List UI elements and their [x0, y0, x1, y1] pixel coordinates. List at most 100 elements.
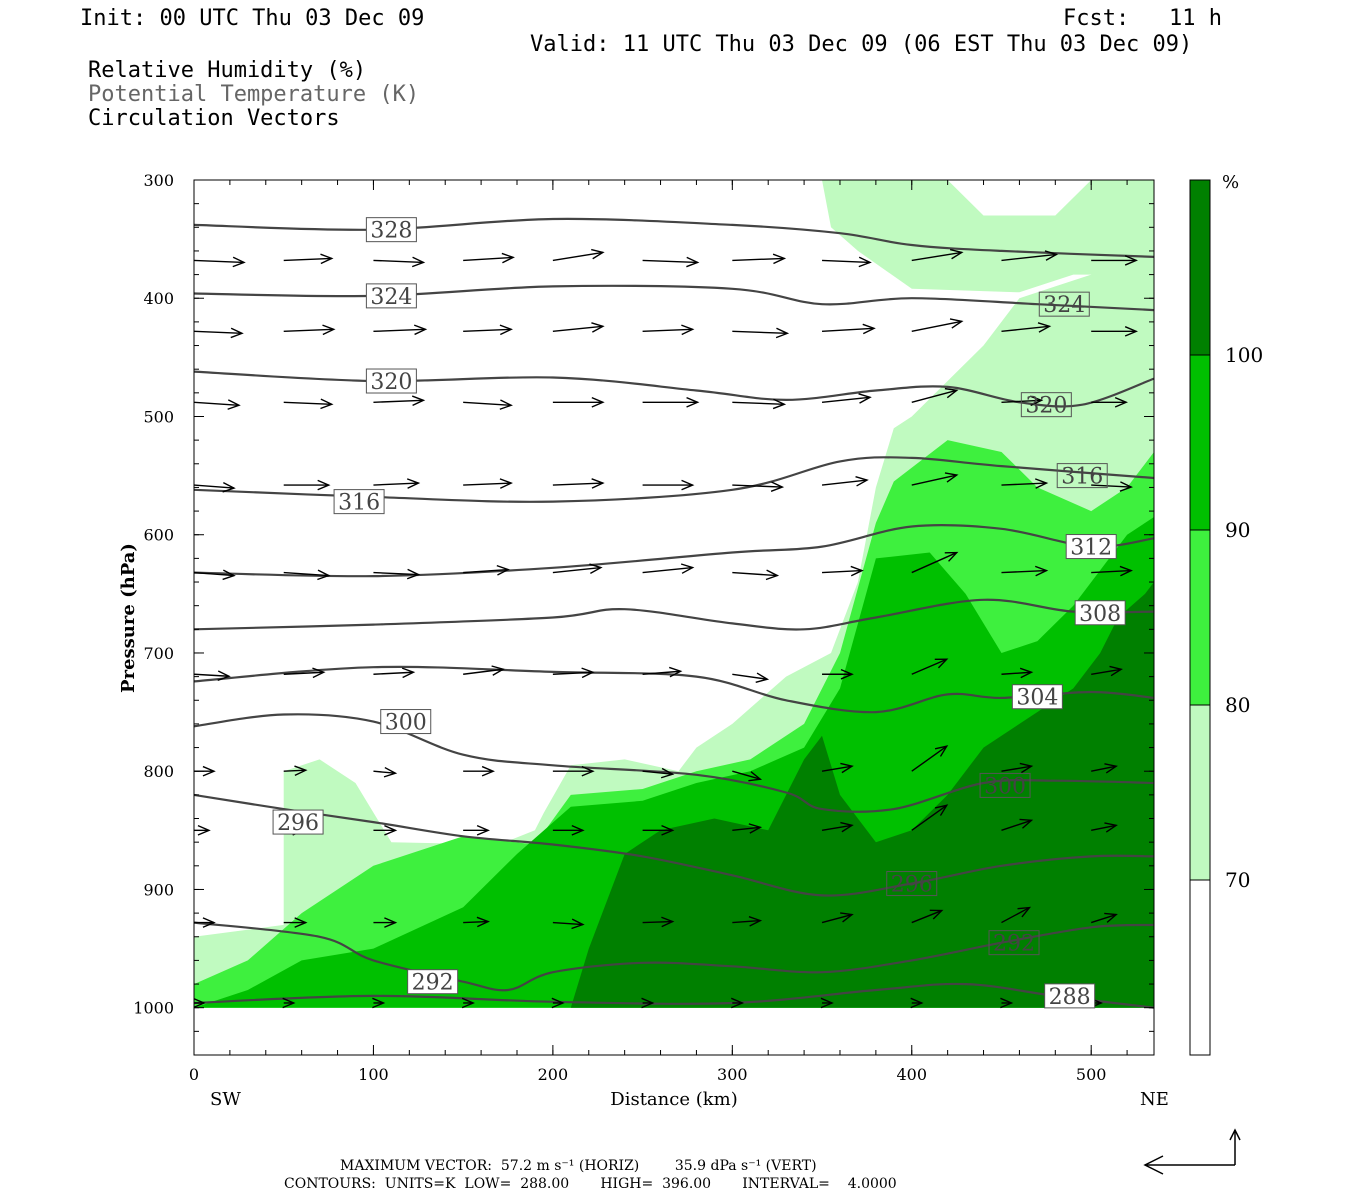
wind-vectors [194, 248, 1138, 1009]
theta-label-324: 324 [365, 283, 417, 310]
y-tick-label: 400 [143, 289, 174, 308]
wind-vector [910, 997, 924, 1009]
theta-contour-296 [194, 793, 1154, 897]
forecast-label: Fcst: [1063, 6, 1130, 31]
wind-vector [463, 478, 513, 489]
wind-vector [911, 472, 959, 486]
theta-label-312: 312 [1065, 534, 1117, 561]
theta-label-304: 304 [1011, 684, 1063, 711]
wind-vector [911, 909, 944, 924]
wind-vector [373, 766, 398, 778]
reference-vector [1143, 1128, 1241, 1175]
wind-vector [194, 917, 216, 928]
theta-label-300-b: 300 [979, 772, 1031, 799]
axes: 300 400 500 600 700 800 900 1000 0 100 200 300 400 50… [133, 171, 1154, 1084]
wind-vector [732, 916, 763, 927]
wind-vector [732, 327, 790, 339]
wind-vector [552, 322, 605, 333]
wind-vector [283, 917, 308, 928]
svg-text:288: 288 [1049, 985, 1091, 1010]
wind-vector [1000, 997, 1014, 1009]
wind-vector [194, 997, 206, 1008]
wind-vector [642, 916, 675, 928]
wind-vector [283, 253, 334, 265]
wind-vector [1091, 665, 1123, 677]
wind-vector [194, 327, 244, 339]
wind-vector [822, 256, 872, 268]
wind-vector [463, 564, 510, 576]
colorbar-level-label: 90 [1225, 518, 1250, 542]
wind-vector [1001, 818, 1034, 832]
theta-label-296-b: 296 [886, 871, 938, 898]
wind-vector [373, 324, 428, 336]
wind-vector [372, 997, 386, 1009]
x-tick-label: 200 [538, 1065, 569, 1084]
colorbar-unit: % [1222, 172, 1239, 193]
wind-vector [373, 256, 426, 268]
wind-vector [194, 569, 236, 581]
wind-vector [641, 997, 655, 1009]
x-tick-label: 300 [717, 1065, 748, 1084]
theta-label-320-b: 320 [1020, 392, 1072, 419]
y-axis-title: Pressure (hPa) [118, 543, 139, 693]
y-tick-label: 900 [143, 880, 174, 899]
wind-vector [732, 770, 763, 782]
wind-vector [732, 398, 787, 410]
wind-vector [911, 745, 949, 772]
wind-vector [552, 248, 605, 262]
wind-vector [642, 256, 700, 268]
svg-text:300: 300 [984, 774, 1026, 799]
wind-vector [1001, 322, 1052, 333]
wind-vector [283, 479, 331, 491]
wind-vector [1001, 762, 1034, 774]
wind-vector [463, 825, 490, 836]
humidity-region-rh70 [822, 180, 1154, 293]
wind-vector [642, 563, 695, 574]
wind-vector [911, 658, 949, 675]
y-tick-label: 1000 [133, 999, 174, 1018]
wind-vector [822, 565, 864, 577]
wind-vector [283, 765, 308, 777]
svg-text:296: 296 [277, 811, 319, 836]
svg-text:320: 320 [1025, 394, 1067, 419]
y-tick-label: 600 [143, 526, 174, 545]
wind-vector [463, 252, 515, 264]
wind-vector [732, 823, 763, 834]
wind-vector [1001, 667, 1034, 679]
x-axis-title: Distance (km) [610, 1089, 737, 1110]
wind-vector [463, 765, 495, 777]
plot-frame [193, 179, 1155, 1056]
wind-vector [552, 918, 585, 930]
wind-vector [552, 825, 585, 836]
wind-vector [821, 762, 854, 774]
wind-vector [463, 916, 490, 928]
svg-text:312: 312 [1070, 536, 1112, 561]
theta-label-292-b: 292 [988, 930, 1040, 957]
wind-vector [283, 398, 334, 410]
wind-vector [373, 917, 398, 928]
y-tick-label: 300 [143, 171, 174, 190]
wind-vector [642, 479, 695, 491]
wind-vector [283, 667, 326, 679]
wind-vector [282, 997, 296, 1009]
y-tick-label: 700 [143, 644, 174, 663]
wind-vector [911, 318, 964, 333]
colorbar-level-label: 70 [1225, 868, 1250, 892]
field-title-rh: Relative Humidity (%) [88, 58, 367, 83]
wind-vector [732, 672, 770, 683]
theta-label-328: 328 [365, 217, 417, 244]
theta-label-296: 296 [272, 809, 324, 836]
wind-vector [732, 481, 785, 492]
wind-vector [1091, 255, 1138, 266]
svg-text:316: 316 [338, 491, 380, 516]
colorbar: 100 90 80 70 [1189, 179, 1263, 1056]
x-tick-label: 500 [1076, 1065, 1107, 1084]
wind-vector [373, 478, 421, 489]
wind-vector [1091, 763, 1118, 774]
theta-label-316-b: 316 [1056, 463, 1108, 490]
colorbar-level-label: 100 [1225, 343, 1263, 367]
x-end-label-sw: SW [210, 1089, 241, 1110]
theta-label-300: 300 [380, 709, 432, 736]
wind-vector [283, 324, 336, 336]
